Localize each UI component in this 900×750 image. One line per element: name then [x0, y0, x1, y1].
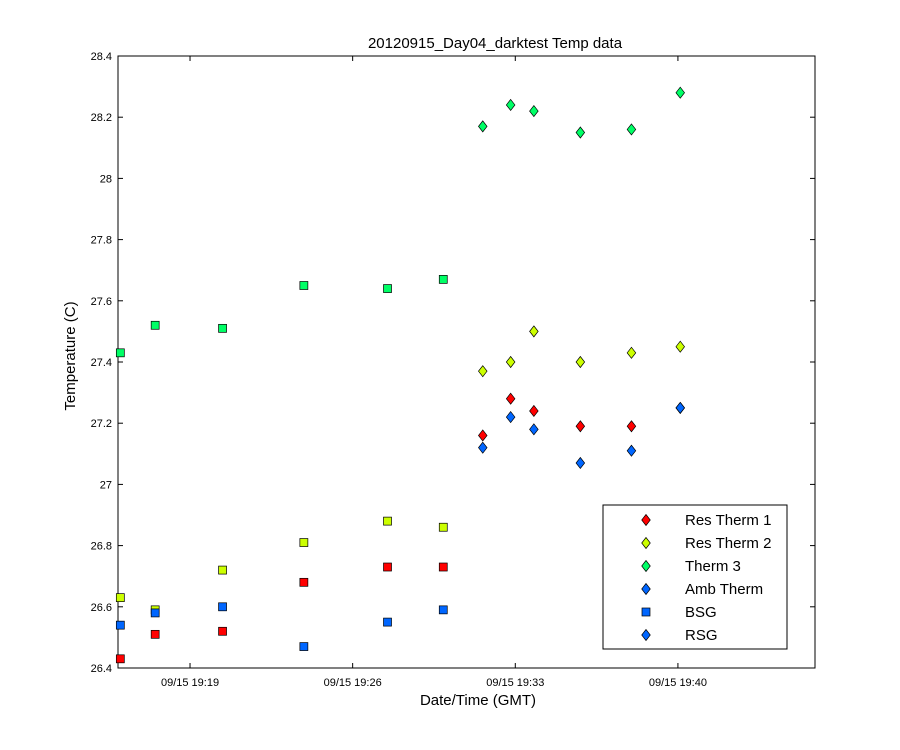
y-tick-label: 28.4 — [91, 51, 112, 63]
data-point — [383, 284, 392, 293]
data-point — [150, 629, 160, 639]
y-tick-label: 27.6 — [91, 296, 112, 308]
data-point — [438, 562, 448, 572]
data-point — [299, 642, 309, 651]
data-point — [478, 365, 488, 378]
data-point — [529, 325, 539, 338]
x-tick-label: 09/15 19:33 — [486, 677, 544, 689]
y-tick-label: 27.4 — [91, 357, 112, 369]
data-point — [675, 86, 685, 99]
data-point — [575, 355, 586, 369]
x-tick-label: 09/15 19:40 — [649, 677, 707, 689]
series-res-therm-2 — [115, 325, 685, 615]
data-point — [575, 420, 586, 433]
data-point — [115, 348, 125, 358]
legend-label: Res Therm 2 — [685, 535, 771, 552]
data-point — [150, 320, 160, 330]
legend-label: Therm 3 — [685, 558, 741, 575]
legend-item-therm-3: Therm 3 — [641, 558, 741, 575]
data-point — [505, 355, 516, 369]
data-point — [438, 275, 448, 284]
data-point — [505, 392, 516, 405]
data-point — [675, 340, 685, 353]
x-tick-label: 09/15 19:26 — [324, 677, 382, 689]
data-point — [218, 565, 227, 575]
data-point — [626, 346, 637, 359]
y-axis-ticks: 26.4 26.6 26.8 27 27.2 27.4 27.6 27.8 28 28.2 28.4 — [91, 51, 815, 675]
legend-box — [602, 504, 788, 650]
legend-label: BSG — [685, 604, 717, 621]
legend-item-rsg: RSG — [641, 627, 718, 644]
legend-label: Res Therm 1 — [685, 512, 771, 529]
data-markers — [115, 86, 685, 664]
data-point — [478, 429, 488, 442]
data-point — [529, 105, 539, 118]
data-point — [626, 123, 637, 136]
data-point — [438, 605, 448, 615]
data-point — [675, 401, 685, 414]
legend-marker — [641, 513, 651, 527]
legend-item-bsg: BSG — [641, 604, 717, 621]
legend-marker — [641, 582, 651, 596]
data-point — [626, 444, 637, 457]
data-point — [529, 423, 539, 436]
legend-marker — [641, 607, 651, 617]
y-tick-label: 28.2 — [91, 112, 112, 124]
legend-item-amb-therm: Amb Therm — [641, 581, 763, 598]
data-point — [505, 98, 516, 112]
x-axis-ticks: 09/15 19:19 09/15 19:26 09/15 19:33 09/15 1… — [161, 56, 707, 689]
legend-item-res-therm-1: Res Therm 1 — [641, 512, 771, 529]
data-point — [150, 608, 160, 618]
legend-marker — [641, 559, 651, 573]
y-tick-label: 27 — [100, 479, 112, 491]
y-axis-label: Temperature (C) — [62, 301, 79, 410]
data-point — [575, 126, 586, 139]
y-tick-label: 28 — [100, 173, 112, 185]
y-tick-label: 26.4 — [91, 663, 112, 675]
data-point — [218, 323, 227, 333]
data-point — [575, 456, 586, 470]
legend-marker — [641, 536, 651, 550]
data-point — [383, 617, 392, 627]
data-point — [218, 626, 227, 636]
data-point — [299, 538, 309, 547]
chart-title: 20120915_Day04_darktest Temp data — [368, 35, 623, 52]
x-tick-label: 09/15 19:19 — [161, 677, 219, 689]
data-point — [383, 516, 392, 526]
data-point — [218, 602, 227, 612]
y-tick-label: 26.8 — [91, 541, 112, 553]
data-point — [299, 281, 309, 290]
series-therm-3 — [115, 86, 685, 358]
data-point — [478, 120, 488, 133]
y-tick-label: 27.8 — [91, 235, 112, 247]
data-point — [115, 620, 125, 630]
data-point — [505, 411, 516, 424]
data-point — [115, 593, 125, 602]
y-tick-label: 26.6 — [91, 602, 112, 614]
data-point — [626, 420, 637, 433]
y-tick-label: 27.2 — [91, 418, 112, 430]
data-point — [438, 522, 448, 532]
legend-marker — [641, 628, 651, 642]
legend: Res Therm 1 Res Therm 2 Therm 3 Amb Therm BS… — [602, 504, 788, 650]
legend-item-res-therm-2: Res Therm 2 — [641, 535, 771, 552]
data-point — [299, 577, 309, 587]
data-point — [115, 654, 125, 664]
x-axis-label: Date/Time (GMT) — [420, 692, 536, 709]
data-point — [383, 562, 392, 572]
legend-label: Amb Therm — [685, 581, 763, 598]
data-point — [478, 441, 488, 454]
legend-label: RSG — [685, 627, 718, 644]
data-point — [529, 404, 539, 418]
series-amb-therm — [115, 401, 685, 651]
